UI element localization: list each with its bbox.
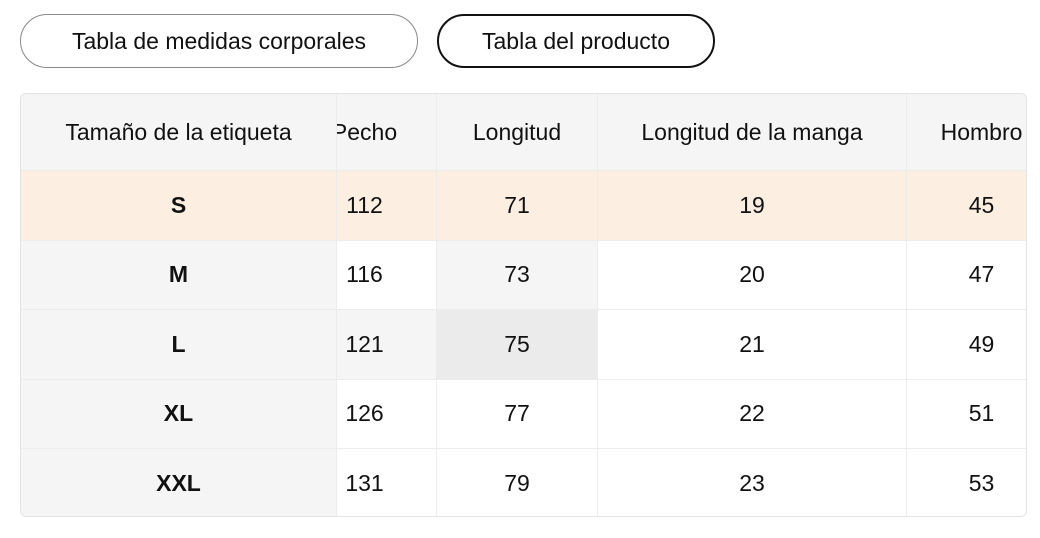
table-scroll: Pecho 112 116 121 126 131 Longitud 71 73 75 77 79 Lo… [337,94,1026,516]
header-cell: Longitud [437,94,598,171]
table-fixed-column: Tamaño de la etiqueta S M L XL XXL [21,94,337,516]
value-cell: 23 [598,449,907,516]
tab[interactable]: Tabla de medidas corporales [20,14,418,68]
value-cell: 116 [337,240,437,310]
size-cell: S [21,171,337,241]
value-cell: 53 [907,449,1026,516]
value-cell: 51 [907,379,1026,449]
value-cell: 131 [337,449,437,516]
value-cell: 19 [598,171,907,241]
value-cell: 71 [437,171,598,241]
value-cell: 75 [437,310,598,380]
value-cell: 21 [598,310,907,380]
header-cell: Longitud de la manga [598,94,907,171]
value-cell: 47 [907,240,1026,310]
value-cell: 20 [598,240,907,310]
value-cell: 45 [907,171,1026,241]
header-cell: Tamaño de la etiqueta [21,94,337,171]
header-cell: Hombro [907,94,1026,171]
header-cell: Pecho [337,94,437,171]
value-cell: 77 [437,379,598,449]
size-cell: L [21,310,337,380]
size-table: Pecho 112 116 121 126 131 Longitud 71 73 75 77 79 Lo… [20,93,1027,517]
value-cell: 121 [337,310,437,380]
size-cell: XXL [21,449,337,516]
value-cell: 49 [907,310,1026,380]
size-cell: M [21,240,337,310]
value-cell: 79 [437,449,598,516]
tab-active[interactable]: Tabla del producto [437,14,715,68]
value-cell: 22 [598,379,907,449]
value-cell: 112 [337,171,437,241]
size-cell: XL [21,379,337,449]
value-cell: 126 [337,379,437,449]
value-cell: 73 [437,240,598,310]
